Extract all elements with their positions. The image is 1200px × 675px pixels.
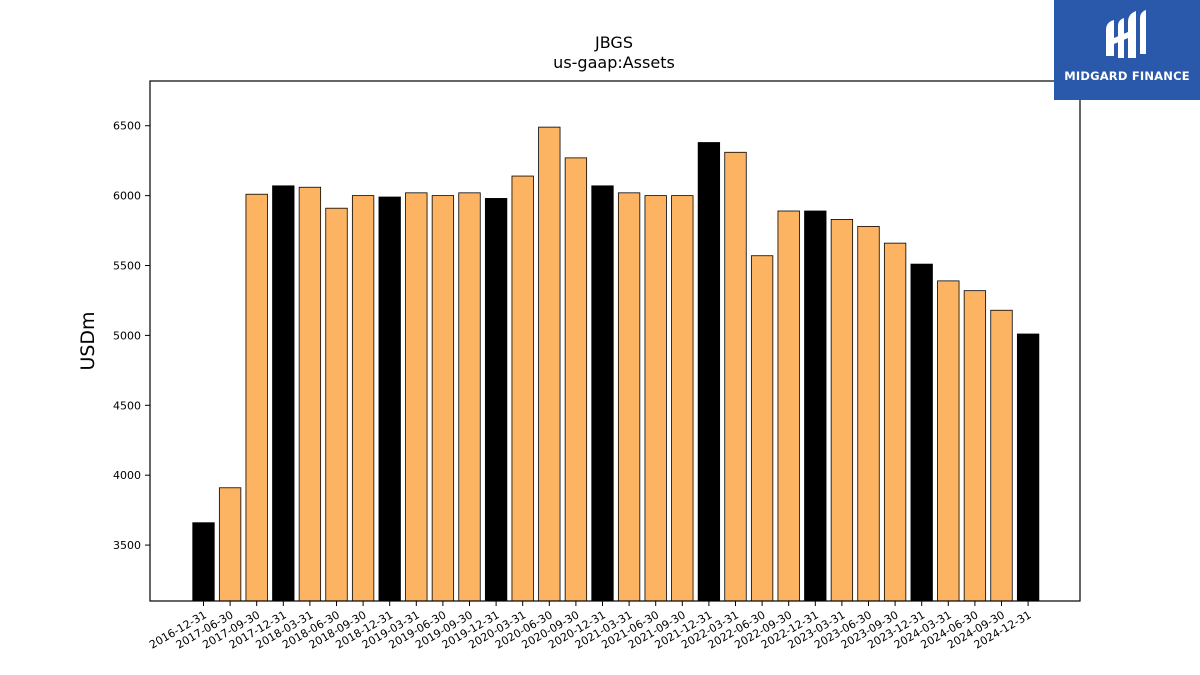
midgard-logo-icon — [1106, 10, 1146, 58]
y-tick-label: 3500 — [113, 539, 141, 552]
bar — [325, 207, 348, 602]
bar — [830, 218, 854, 602]
chart-subtitle: us-gaap:Assets — [553, 53, 675, 72]
plot-frame — [149, 80, 1081, 602]
bar — [697, 142, 721, 602]
y-tick-label: 4000 — [113, 469, 141, 482]
bar — [564, 157, 588, 602]
y-tick-label: 5000 — [113, 329, 141, 342]
bar — [617, 192, 641, 602]
bar — [484, 198, 508, 602]
bar — [937, 280, 960, 602]
bar — [245, 193, 268, 602]
y-tick-label: 6000 — [113, 190, 141, 203]
bar — [750, 255, 774, 602]
chart-title: JBGS — [594, 33, 633, 52]
bar — [192, 522, 215, 602]
bar — [910, 263, 933, 602]
bar — [857, 225, 880, 602]
y-tick-label: 4500 — [113, 399, 141, 412]
bar — [777, 210, 800, 602]
bar — [591, 185, 614, 602]
bar — [963, 290, 987, 602]
bar — [538, 126, 561, 602]
bar — [883, 242, 907, 602]
bar — [378, 196, 401, 602]
brand-logo: MIDGARD FINANCE — [1054, 0, 1200, 100]
bar — [218, 487, 242, 602]
bar — [351, 195, 375, 602]
plot-area: 35004000450050005500600065002016-12-3120… — [113, 80, 1081, 652]
bar — [724, 151, 747, 602]
bar — [1016, 333, 1040, 602]
y-axis-label: USDm — [77, 311, 99, 370]
bar — [644, 195, 667, 602]
bar — [458, 192, 481, 602]
bar — [804, 210, 827, 602]
bar — [405, 192, 428, 602]
bar — [990, 309, 1013, 602]
y-tick-label: 5500 — [113, 260, 141, 273]
bar — [272, 185, 295, 602]
bar — [671, 195, 694, 602]
bar — [511, 175, 534, 602]
bar — [298, 186, 322, 602]
bar — [431, 195, 455, 602]
y-tick-label: 6500 — [113, 120, 141, 133]
brand-name: MIDGARD FINANCE — [1064, 69, 1190, 83]
